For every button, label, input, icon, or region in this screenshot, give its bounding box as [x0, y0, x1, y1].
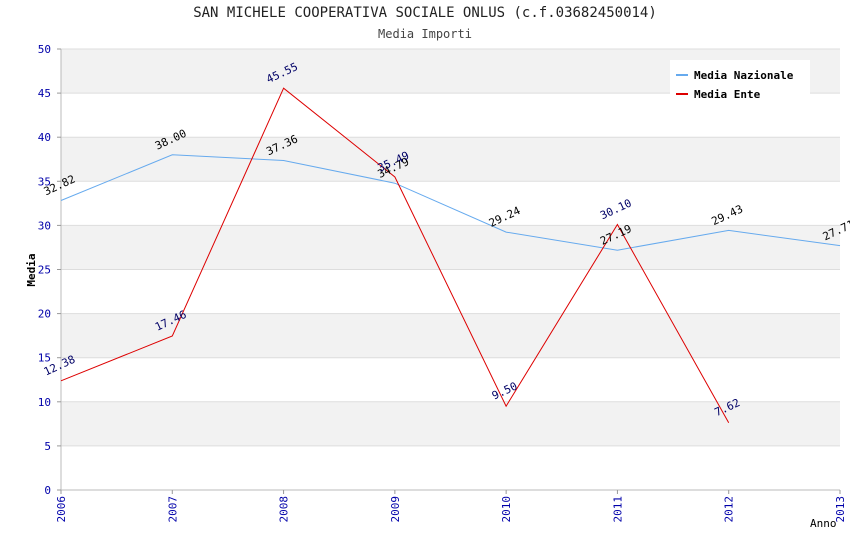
legend: Media Nazionale Media Ente	[670, 60, 810, 101]
y-tick-label: 15	[38, 352, 51, 365]
chart-subtitle: Media Importi	[378, 27, 472, 41]
y-tick-label: 25	[38, 264, 51, 277]
y-tick-label: 35	[38, 175, 51, 188]
x-axis-ticks: 2006 2007 2008 2009 2010 2011 2012 2013	[55, 490, 847, 523]
series-line-media-nazionale	[60, 154, 841, 251]
y-axis-ticks: 0 5 10 15 20 25 30 35 40 45 50	[38, 43, 61, 497]
y-tick-label: 45	[38, 87, 51, 100]
y-axis-label: Media	[25, 253, 38, 286]
legend-box	[670, 60, 810, 98]
y-tick-label: 10	[38, 396, 51, 409]
x-axis-label: Anno	[810, 517, 837, 530]
x-tick-label: 2009	[389, 496, 402, 523]
legend-entry: Media Nazionale	[694, 69, 794, 82]
x-tick-label: 2007	[166, 496, 179, 523]
x-tick-label: 2010	[500, 496, 513, 523]
plot-band	[61, 93, 840, 138]
x-tick-label: 2008	[278, 496, 291, 523]
plot-band	[61, 225, 840, 270]
plot-band	[61, 181, 840, 226]
plot-band	[61, 401, 840, 446]
x-tick-label: 2012	[723, 496, 736, 523]
legend-entry: Media Ente	[694, 88, 761, 101]
plot-band	[61, 445, 840, 490]
chart-title: SAN MICHELE COOPERATIVA SOCIALE ONLUS (c…	[193, 5, 657, 21]
series-line-media-ente	[60, 87, 730, 424]
plot-background	[61, 49, 840, 490]
y-tick-label: 5	[44, 440, 51, 453]
x-tick-label: 2013	[834, 496, 847, 523]
plot-band	[61, 137, 840, 182]
y-tick-label: 0	[44, 484, 51, 497]
x-tick-label: 2006	[55, 496, 68, 523]
series-lines	[60, 87, 841, 424]
plot-band	[61, 357, 840, 402]
plot-band	[61, 313, 840, 358]
y-tick-label: 30	[38, 219, 51, 232]
y-tick-label: 20	[38, 308, 51, 321]
x-tick-label: 2011	[611, 496, 624, 523]
y-tick-label: 50	[38, 43, 51, 56]
y-tick-label: 40	[38, 131, 51, 144]
